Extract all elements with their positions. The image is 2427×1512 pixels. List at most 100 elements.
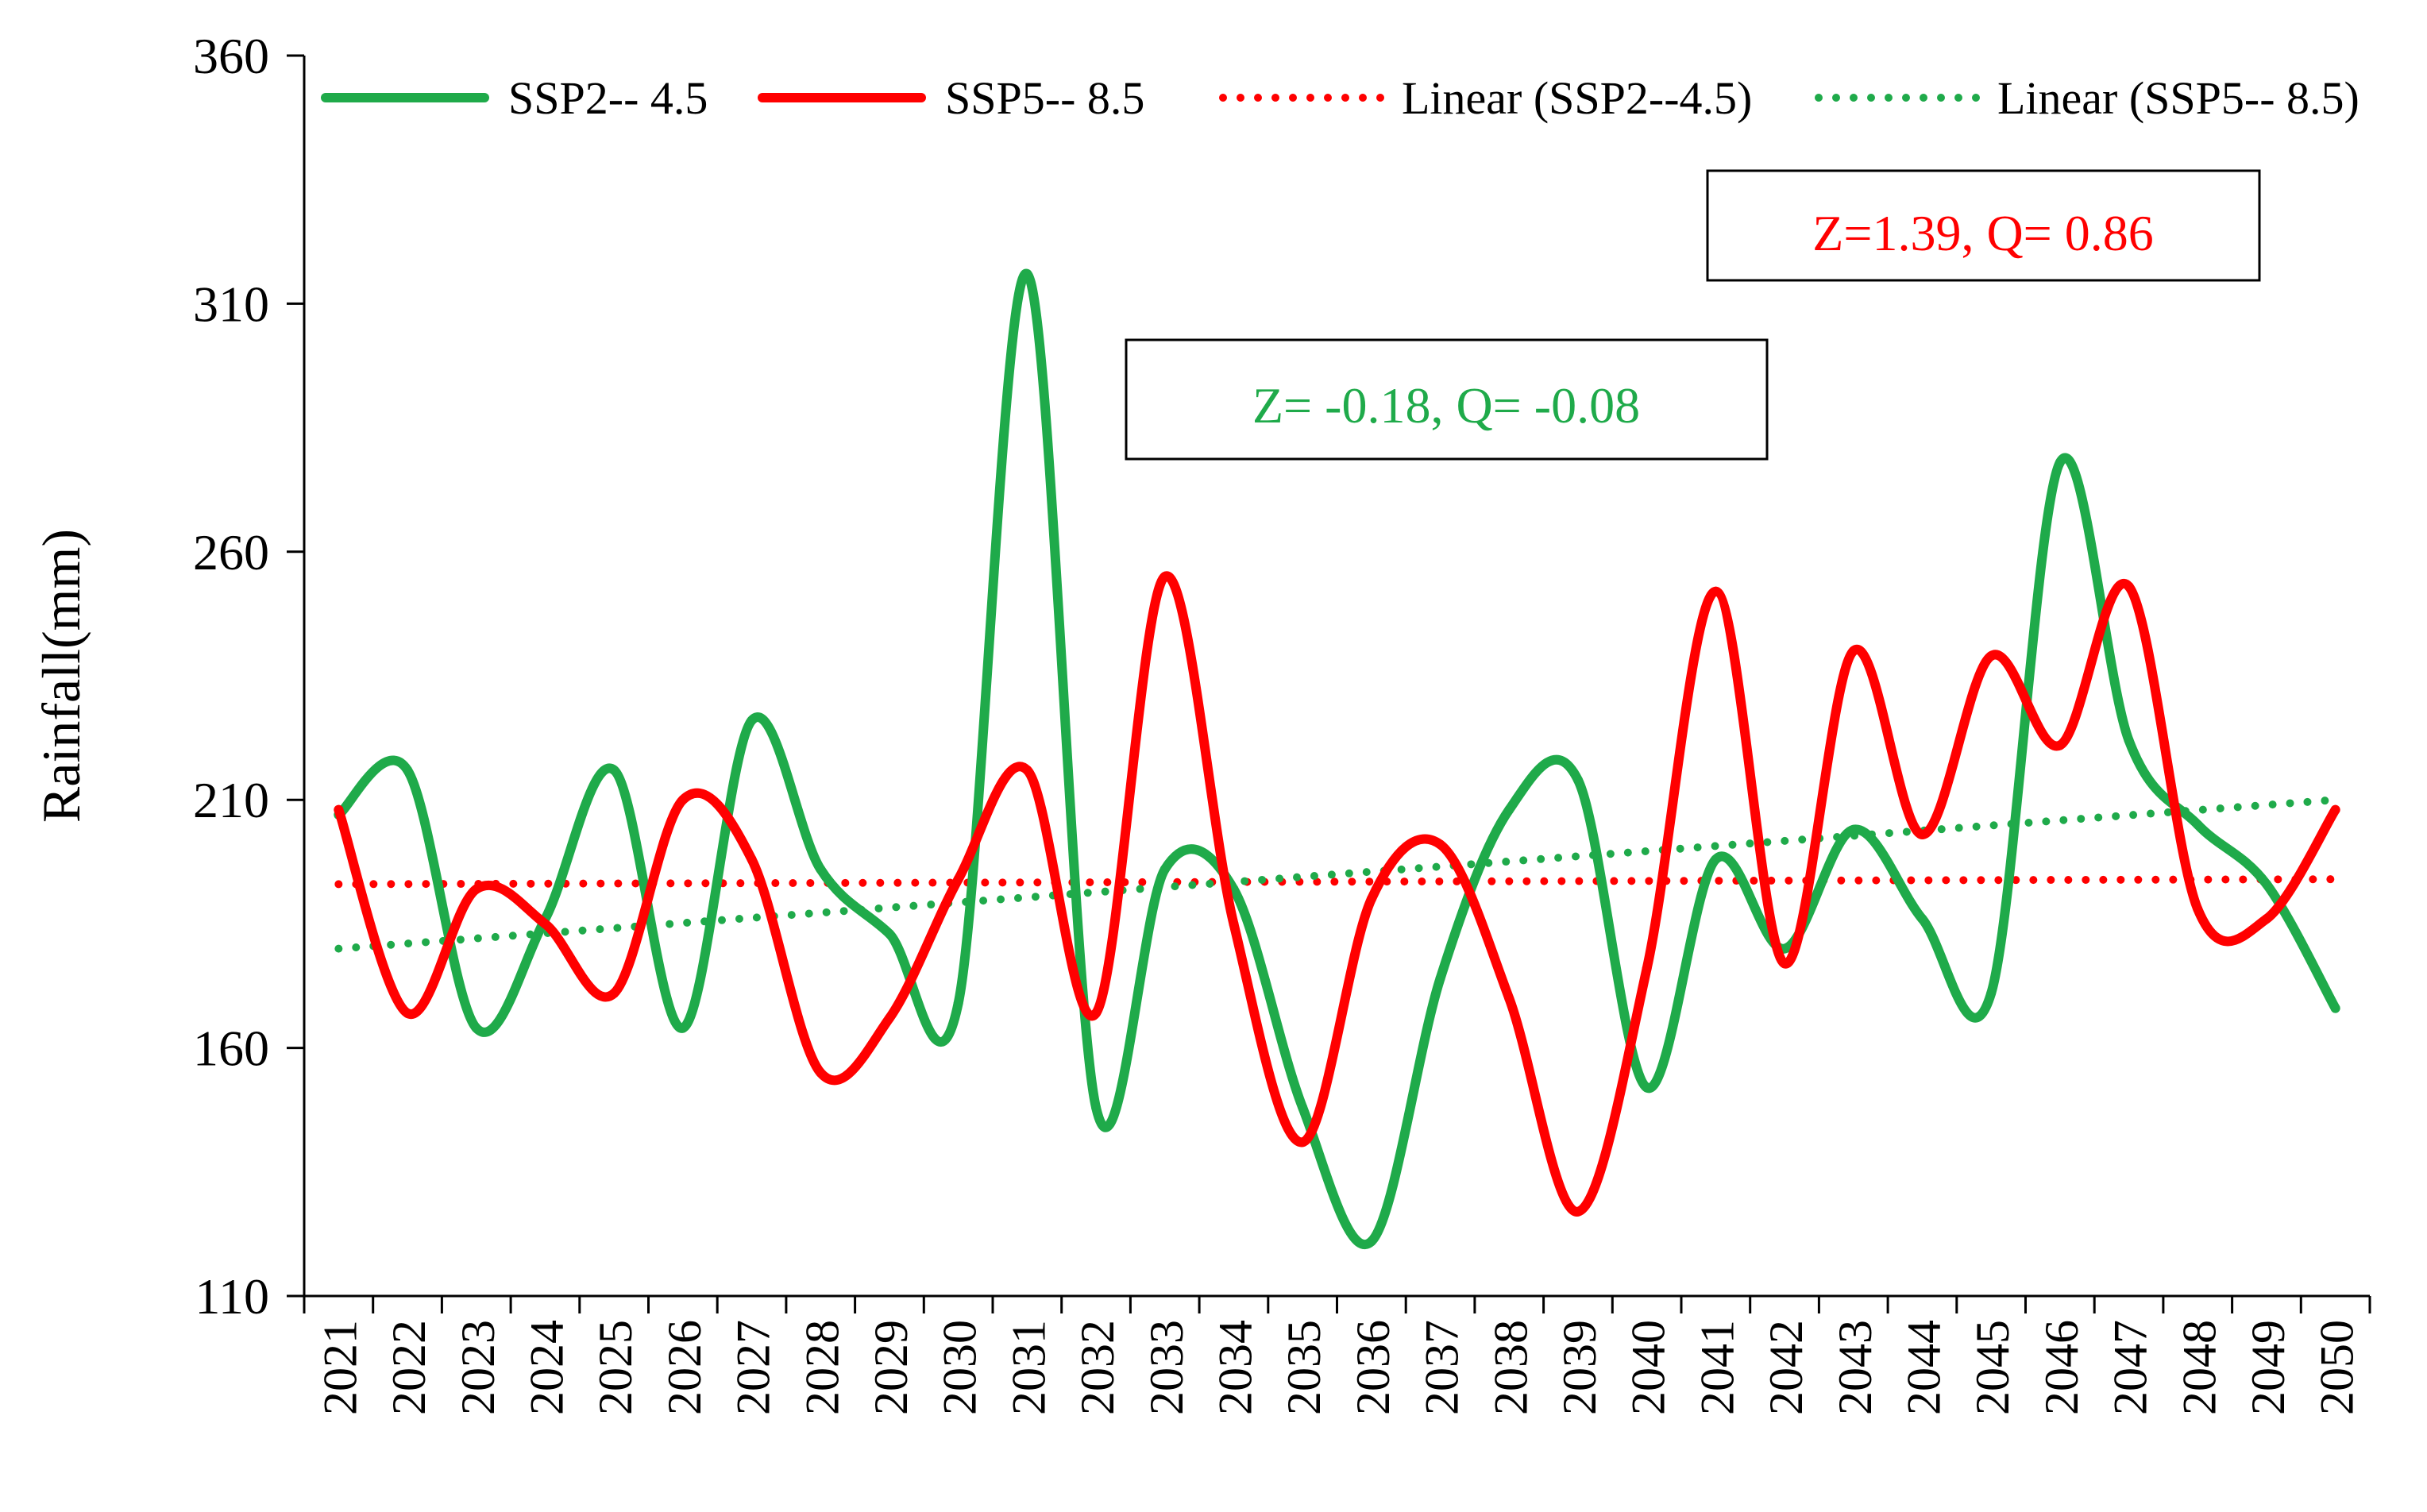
data-point — [884, 928, 894, 939]
x-tick-label: 2043 — [1829, 1320, 1881, 1415]
data-point — [747, 716, 757, 726]
data-point — [2330, 1003, 2340, 1013]
data-point — [677, 795, 688, 805]
series-line-2 — [334, 571, 2340, 1217]
data-point — [1435, 974, 1445, 984]
trendline-1 — [334, 875, 2340, 889]
data-point — [403, 765, 413, 775]
annotation-box-1 — [1125, 338, 1769, 461]
trendline-2 — [334, 796, 2340, 953]
x-tick-label: 2021 — [314, 1320, 366, 1415]
annotation-box-2 — [1706, 169, 2261, 282]
data-point — [1986, 988, 1997, 998]
data-point — [334, 804, 344, 815]
x-tick-label: 2044 — [1897, 1320, 1950, 1415]
x-tick-label: 2039 — [1553, 1320, 1606, 1415]
data-point — [540, 919, 550, 929]
axes: 110 160 210 260 310 360 2021 2022 2023 2024 2025 20… — [31, 28, 2371, 1415]
data-point — [1642, 1082, 1652, 1093]
x-tick-label: 2048 — [2173, 1320, 2225, 1415]
data-point — [1229, 919, 1239, 929]
data-point — [953, 874, 963, 885]
data-point — [2193, 904, 2203, 914]
data-point — [1642, 963, 1652, 974]
data-point — [2261, 914, 2271, 924]
x-tick-label: 2028 — [796, 1320, 848, 1415]
x-tick-label: 2047 — [2105, 1320, 2157, 1415]
x-tick-label: 2038 — [1484, 1320, 1537, 1415]
data-point — [1917, 914, 1927, 924]
x-tick-label: 2049 — [2242, 1320, 2294, 1415]
x-tick-label: 2024 — [520, 1320, 573, 1415]
y-tick-label: 360 — [193, 28, 269, 84]
data-point — [1091, 1008, 1102, 1018]
y-tick-label: 110 — [195, 1268, 269, 1325]
data-point — [2124, 581, 2134, 592]
y-tick-label: 260 — [193, 524, 269, 580]
x-tick-label: 2050 — [2311, 1320, 2363, 1415]
x-tick-label: 2035 — [1278, 1320, 1330, 1415]
x-tick-label: 2029 — [865, 1320, 917, 1415]
data-point — [1711, 586, 1721, 596]
annotations: Z= -0.18, Q= -0.08 Z=1.39, Q= 0.86 — [1125, 169, 2261, 461]
data-point — [1711, 854, 1721, 865]
x-tick-label: 2042 — [1760, 1320, 1812, 1415]
data-point — [1366, 1236, 1376, 1247]
data-point — [1504, 993, 1514, 1004]
data-point — [2330, 804, 2340, 815]
x-tick-label: 2026 — [658, 1320, 711, 1415]
y-axis-title: Rainfall(mm) — [31, 529, 91, 823]
legend-label-3: Linear (SSP2--4.5) — [1402, 72, 1752, 124]
legend: SSP2-- 4.5 SSP5-- 8.5 Linear (SSP2--4.5) Li… — [321, 72, 2359, 124]
data-point — [1986, 651, 1997, 662]
data-point — [884, 1013, 894, 1024]
data-point — [403, 1008, 413, 1018]
data-point — [747, 854, 757, 865]
data-point — [1572, 775, 1583, 785]
x-tick-label: 2032 — [1071, 1320, 1124, 1415]
data-point — [1298, 1137, 1308, 1148]
series-lines — [334, 268, 2340, 1249]
x-tick-label: 2046 — [2035, 1320, 2088, 1415]
data-point — [1366, 894, 1376, 904]
data-point — [1091, 1102, 1102, 1113]
annotation-text-2: Z=1.39, Q= 0.86 — [1812, 205, 2154, 261]
x-tick-label: 2022 — [383, 1320, 435, 1415]
annotation-text-1: Z= -0.18, Q= -0.08 — [1252, 377, 1640, 434]
data-point — [677, 1023, 688, 1033]
data-point — [1022, 268, 1032, 279]
x-tick-label: 2033 — [1140, 1320, 1193, 1415]
x-tick-label: 2037 — [1416, 1320, 1468, 1415]
x-tick-label: 2041 — [1691, 1320, 1743, 1415]
data-point — [1159, 572, 1170, 582]
data-point — [1504, 804, 1514, 815]
data-point — [609, 988, 619, 998]
data-point — [1848, 824, 1858, 835]
x-tick-label: 2036 — [1347, 1320, 1399, 1415]
x-tick-label: 2025 — [589, 1320, 642, 1415]
x-tick-label: 2031 — [1002, 1320, 1055, 1415]
data-point — [1298, 1102, 1308, 1113]
x-tick-label: 2034 — [1209, 1320, 1261, 1415]
data-point — [2124, 735, 2134, 746]
legend-label-4: Linear (SSP5-- 8.5) — [1997, 72, 2359, 124]
data-point — [471, 884, 481, 894]
data-point — [2055, 740, 2065, 750]
data-point — [1435, 839, 1445, 850]
x-tick-label: 2030 — [934, 1320, 986, 1415]
x-tick-label: 2027 — [727, 1320, 780, 1415]
legend-label-1: SSP2-- 4.5 — [508, 72, 708, 124]
data-point — [953, 998, 963, 1009]
x-tick-label: 2023 — [452, 1320, 504, 1415]
data-point — [1917, 829, 1927, 839]
y-tick-label: 160 — [193, 1020, 269, 1077]
x-tick-label: 2045 — [1966, 1320, 2019, 1415]
data-point — [1159, 864, 1170, 874]
legend-label-2: SSP5-- 8.5 — [945, 72, 1144, 124]
data-point — [1022, 765, 1032, 775]
data-point — [609, 765, 619, 775]
trendlines — [334, 796, 2340, 953]
data-point — [2261, 879, 2271, 889]
